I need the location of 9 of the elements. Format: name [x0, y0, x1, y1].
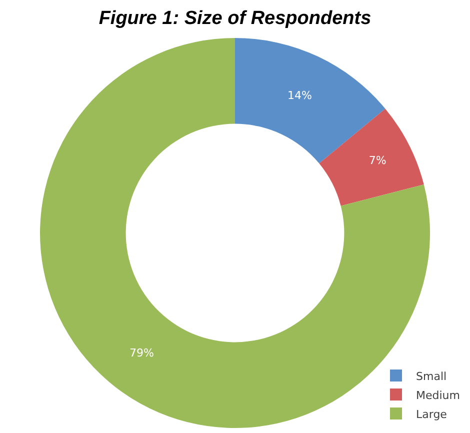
chart-title: Figure 1: Size of Respondents: [98, 8, 372, 30]
donut-slice: [319, 108, 424, 206]
data-label: 7%: [368, 154, 386, 167]
donut-slice: [235, 38, 386, 164]
data-label: 14%: [288, 88, 312, 102]
legend-label: Medium: [416, 388, 460, 402]
legend-label: Large: [416, 408, 448, 421]
legend-label: Small: [416, 370, 447, 383]
data-label: 79%: [130, 346, 154, 360]
